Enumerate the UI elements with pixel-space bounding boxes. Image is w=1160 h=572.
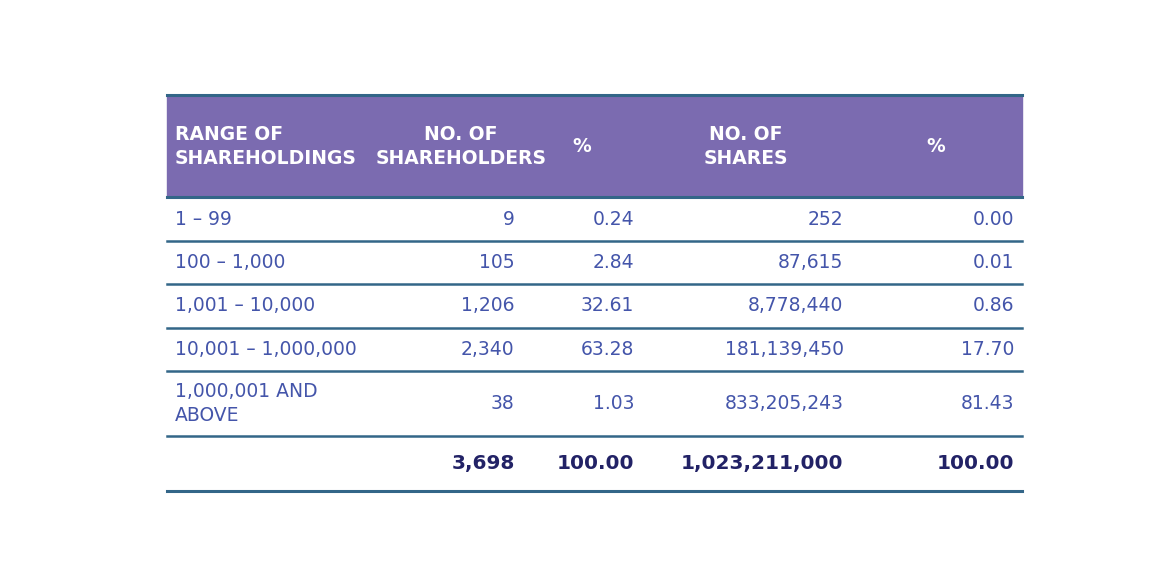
Text: 833,205,243: 833,205,243 <box>725 394 843 413</box>
Text: 0.86: 0.86 <box>973 296 1014 315</box>
Text: 252: 252 <box>807 210 843 229</box>
Bar <box>167 95 1022 197</box>
Text: 87,615: 87,615 <box>778 253 843 272</box>
Text: RANGE OF
SHAREHOLDINGS: RANGE OF SHAREHOLDINGS <box>175 125 356 168</box>
Text: 3,698: 3,698 <box>451 454 515 473</box>
Text: 2.84: 2.84 <box>593 253 635 272</box>
Text: 181,139,450: 181,139,450 <box>725 340 843 359</box>
Text: 32.61: 32.61 <box>581 296 635 315</box>
Text: 100.00: 100.00 <box>937 454 1014 473</box>
Text: 1,000,001 AND
ABOVE: 1,000,001 AND ABOVE <box>175 382 318 425</box>
Text: NO. OF
SHAREHOLDERS: NO. OF SHAREHOLDERS <box>376 125 546 168</box>
Text: 2,340: 2,340 <box>461 340 515 359</box>
Text: 38: 38 <box>491 394 515 413</box>
Text: 100 – 1,000: 100 – 1,000 <box>175 253 285 272</box>
Text: %: % <box>927 137 945 156</box>
Text: 1 – 99: 1 – 99 <box>175 210 232 229</box>
Text: 100.00: 100.00 <box>557 454 635 473</box>
Text: 9: 9 <box>502 210 515 229</box>
Text: 0.01: 0.01 <box>973 253 1014 272</box>
Text: 81.43: 81.43 <box>960 394 1014 413</box>
Text: 0.00: 0.00 <box>973 210 1014 229</box>
Text: 105: 105 <box>479 253 515 272</box>
Text: 1,001 – 10,000: 1,001 – 10,000 <box>175 296 314 315</box>
Text: 63.28: 63.28 <box>581 340 635 359</box>
Text: %: % <box>572 137 592 156</box>
Text: NO. OF
SHARES: NO. OF SHARES <box>704 125 789 168</box>
Text: 1.03: 1.03 <box>593 394 635 413</box>
Text: 17.70: 17.70 <box>960 340 1014 359</box>
Text: 1,206: 1,206 <box>462 296 515 315</box>
Text: 10,001 – 1,000,000: 10,001 – 1,000,000 <box>175 340 356 359</box>
Text: 0.24: 0.24 <box>593 210 635 229</box>
Text: 8,778,440: 8,778,440 <box>748 296 843 315</box>
Text: 1,023,211,000: 1,023,211,000 <box>681 454 843 473</box>
